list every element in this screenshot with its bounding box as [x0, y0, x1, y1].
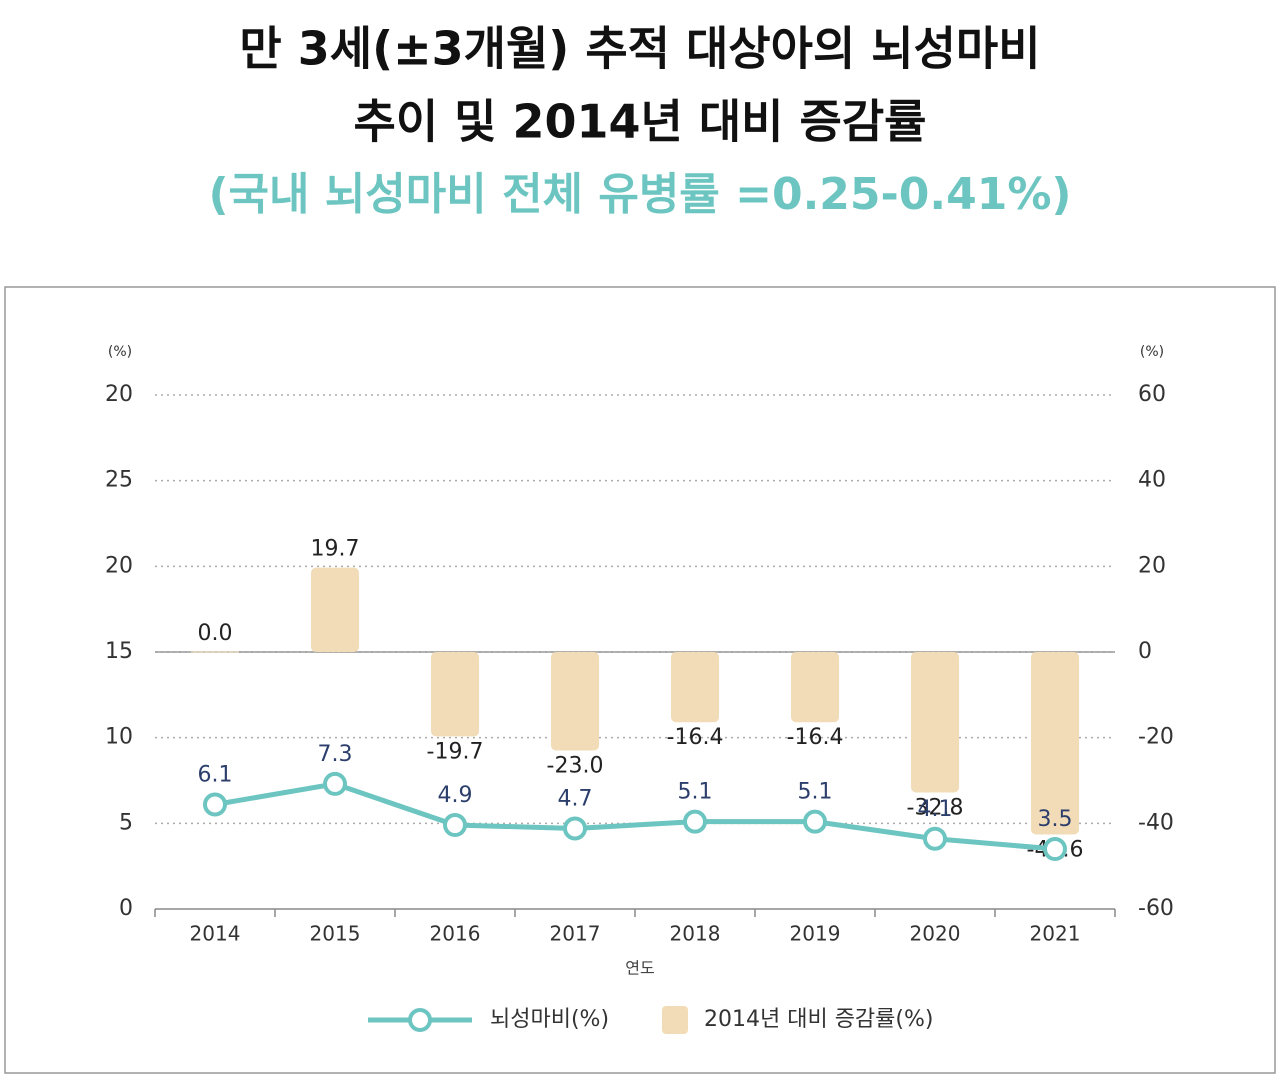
- bar: [1031, 652, 1079, 835]
- line-value-label: 3.5: [1038, 807, 1073, 832]
- line-value-label: 4.7: [558, 786, 593, 811]
- bar-value-label: -19.7: [427, 739, 484, 764]
- bar: [911, 652, 959, 793]
- bar-value-label: -23.0: [547, 754, 604, 779]
- bar-value-label: 0.0: [198, 621, 233, 646]
- x-tick-label: 2020: [910, 922, 961, 946]
- line: [214, 781, 1056, 852]
- chart-frame: [4, 286, 1276, 1074]
- y2-tick-label: 20: [1138, 553, 1166, 578]
- x-axis-label: 연도: [625, 959, 654, 978]
- legend-label: 뇌성마비(%): [490, 1007, 609, 1032]
- y-tick-label: 10: [105, 725, 133, 750]
- bar-value-label: -16.4: [667, 725, 724, 750]
- x-tick-label: 2019: [790, 922, 841, 946]
- legend-marker: [662, 1006, 688, 1034]
- y-tick-label: 0: [119, 896, 133, 921]
- line-point: [1043, 837, 1067, 862]
- x-tick-label: 2015: [310, 922, 361, 946]
- y-tick-label: 25: [105, 468, 133, 493]
- y2-tick-label: -40: [1138, 810, 1174, 835]
- y-tick-label: 20: [105, 553, 133, 578]
- line-point: [803, 809, 827, 834]
- x-tick-label: 2014: [190, 922, 241, 946]
- y2-tick-label: 40: [1138, 468, 1166, 493]
- line-value-label: 4.1: [918, 797, 953, 822]
- y-tick-label: 5: [119, 810, 133, 835]
- line-point: [203, 792, 227, 817]
- x-tick-label: 2021: [1030, 922, 1081, 946]
- x-tick-label: 2018: [670, 922, 721, 946]
- legend-marker: [408, 1008, 432, 1032]
- line-point: [443, 813, 467, 838]
- line-value-label: 4.9: [438, 783, 473, 808]
- y2-tick-label: -20: [1138, 725, 1174, 750]
- x-tick-label: 2016: [430, 922, 481, 946]
- y2-tick-label: 60: [1138, 382, 1166, 407]
- bar: [671, 652, 719, 723]
- chart-title: 만 3세(±3개월) 추적 대상아의 뇌성마비: [239, 22, 1040, 76]
- line-value-label: 5.1: [798, 780, 833, 805]
- chart-title: 추이 및 2014년 대비 증감률: [354, 95, 927, 149]
- line-point: [683, 809, 707, 834]
- bar: [791, 652, 839, 723]
- y-tick-label: 15: [105, 639, 133, 664]
- chart-subtitle: (국내 뇌성마비 전체 유병률 =0.25-0.41%): [208, 169, 1071, 220]
- bar: [431, 652, 479, 737]
- line-value-label: 7.3: [318, 742, 353, 767]
- bar-value-label: 19.7: [311, 537, 360, 562]
- line-value-label: 6.1: [198, 762, 233, 787]
- line-value-label: 5.1: [678, 780, 713, 805]
- legend-label: 2014년 대비 증감률(%): [704, 1007, 934, 1032]
- y2-tick-label: -60: [1138, 896, 1174, 921]
- bar-value-label: -16.4: [787, 725, 844, 750]
- line-point: [563, 816, 587, 841]
- line-point: [923, 826, 947, 851]
- y-axis-label: (%): [108, 344, 132, 360]
- y2-axis-label: (%): [1140, 344, 1164, 360]
- line-point: [323, 771, 347, 796]
- y2-tick-label: 0: [1138, 639, 1152, 664]
- bar: [311, 567, 359, 652]
- bar: [551, 652, 599, 751]
- x-tick-label: 2017: [550, 922, 601, 946]
- y-tick-label: 20: [105, 382, 133, 407]
- bar-value-label: -32.8: [907, 795, 964, 820]
